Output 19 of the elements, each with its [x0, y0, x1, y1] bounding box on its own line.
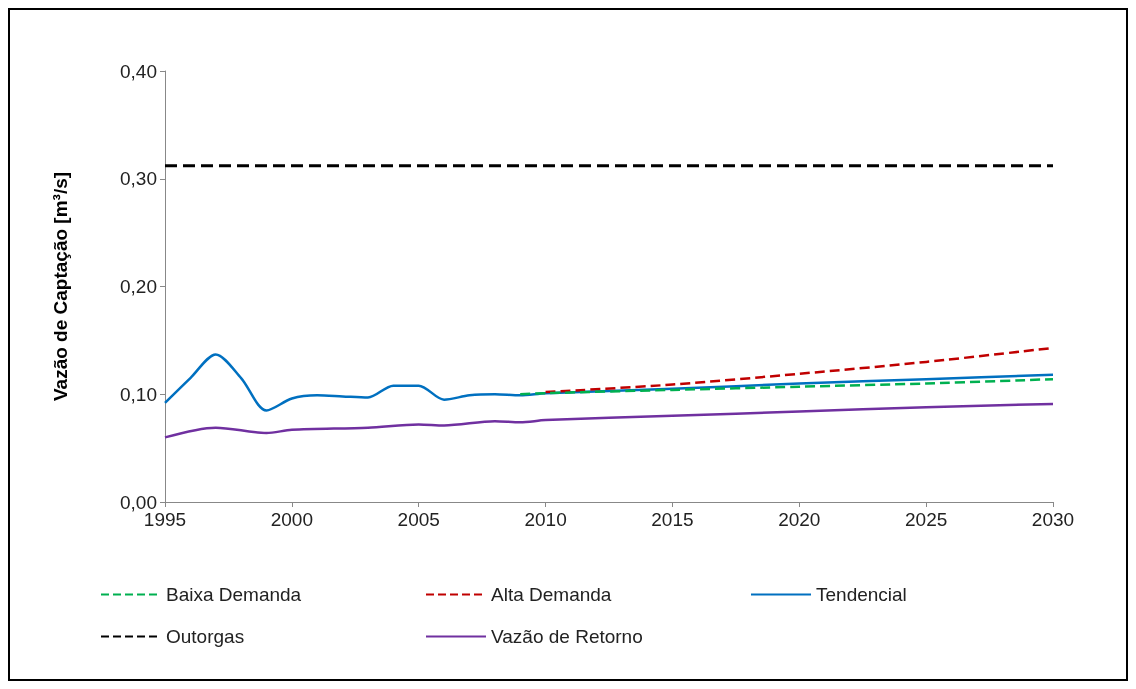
- x-tick-label: 2030: [1031, 509, 1075, 530]
- legend-label: Vazão de Retorno: [491, 626, 643, 647]
- x-tick-label: 2025: [905, 509, 948, 530]
- legend-label: Tendencial: [816, 584, 907, 605]
- x-tick-label: 2015: [651, 509, 694, 530]
- y-tick-label: 0,40: [120, 60, 157, 82]
- y-tick-label: 0,10: [120, 383, 157, 405]
- x-tick-label: 2010: [524, 509, 567, 530]
- x-tick-label: 2005: [397, 509, 440, 530]
- y-tick-label: 0,30: [120, 168, 157, 190]
- x-tick-label: 2000: [270, 509, 313, 530]
- y-axis-title: Vazão de Captação [m³/s]: [50, 171, 71, 402]
- y-tick-label: 0,20: [120, 276, 157, 297]
- x-tick-label: 2020: [778, 509, 821, 530]
- legend-label: Alta Demanda: [491, 584, 612, 605]
- legend-label: Outorgas: [166, 626, 245, 647]
- line-series: [163, 402, 1055, 439]
- line-series: [518, 377, 1055, 396]
- legend-label: Baixa Demanda: [166, 584, 302, 605]
